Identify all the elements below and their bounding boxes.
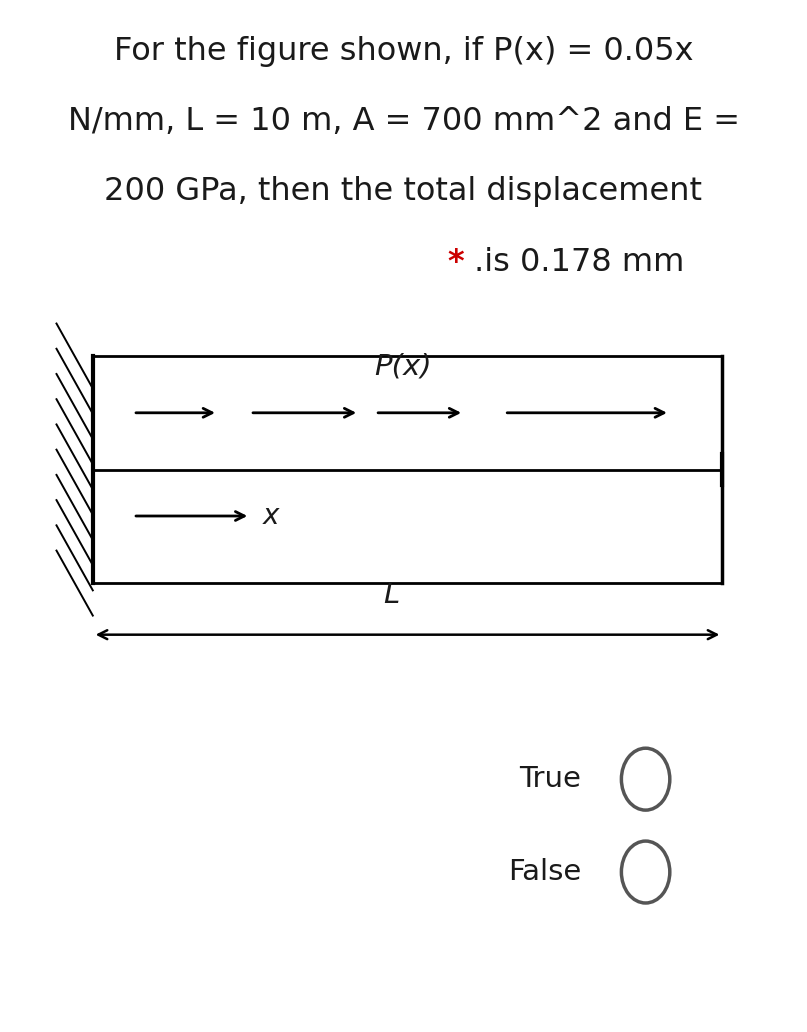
Text: .is 0.178 mm: .is 0.178 mm bbox=[464, 247, 684, 278]
Text: N/mm, L = 10 m, A = 700 mm^2 and E =: N/mm, L = 10 m, A = 700 mm^2 and E = bbox=[68, 106, 739, 137]
Text: x: x bbox=[262, 502, 278, 530]
Text: For the figure shown, if P(x) = 0.05x: For the figure shown, if P(x) = 0.05x bbox=[114, 36, 693, 67]
Text: True: True bbox=[519, 765, 581, 794]
Text: *: * bbox=[447, 247, 464, 278]
Text: False: False bbox=[508, 858, 581, 886]
Text: 200 GPa, then the total displacement: 200 GPa, then the total displacement bbox=[104, 176, 703, 207]
Text: L: L bbox=[383, 581, 399, 609]
Text: P(x): P(x) bbox=[374, 352, 433, 381]
